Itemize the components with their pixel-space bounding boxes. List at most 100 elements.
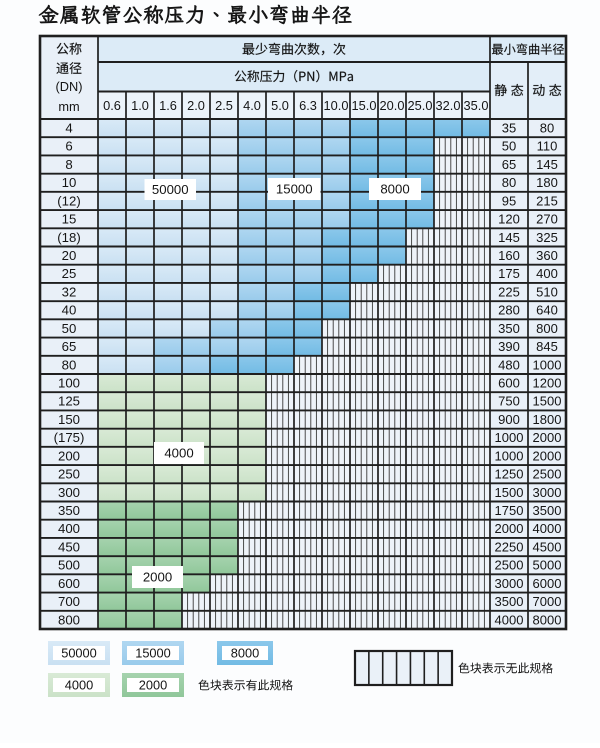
svg-text:2000: 2000	[143, 570, 172, 585]
svg-text:(DN): (DN)	[55, 79, 82, 94]
svg-text:2500: 2500	[533, 467, 562, 482]
svg-text:750: 750	[498, 394, 520, 409]
svg-text:mm: mm	[58, 99, 79, 114]
svg-text:32: 32	[62, 284, 77, 299]
svg-text:50000: 50000	[152, 182, 189, 197]
svg-text:95: 95	[502, 193, 516, 208]
svg-text:180: 180	[536, 175, 558, 190]
svg-text:2250: 2250	[495, 539, 524, 554]
svg-text:2500: 2500	[495, 558, 524, 573]
svg-text:(175): (175)	[54, 430, 85, 445]
svg-text:270: 270	[536, 212, 558, 227]
svg-text:4.0: 4.0	[243, 98, 261, 113]
svg-text:125: 125	[58, 394, 80, 409]
svg-text:2000: 2000	[533, 448, 562, 463]
svg-text:175: 175	[498, 266, 520, 281]
svg-text:325: 325	[536, 230, 558, 245]
svg-text:100: 100	[58, 376, 80, 391]
svg-text:15: 15	[62, 212, 77, 227]
svg-text:250: 250	[58, 467, 80, 482]
svg-text:50000: 50000	[61, 646, 97, 661]
svg-text:2.0: 2.0	[187, 98, 205, 113]
svg-text:510: 510	[536, 284, 558, 299]
svg-text:15000: 15000	[276, 182, 313, 197]
svg-text:145: 145	[498, 230, 520, 245]
svg-text:1750: 1750	[495, 503, 524, 518]
svg-text:845: 845	[536, 339, 558, 354]
svg-text:10: 10	[62, 175, 77, 190]
svg-text:50: 50	[62, 321, 77, 336]
svg-text:35.0: 35.0	[464, 98, 489, 113]
svg-text:215: 215	[536, 193, 558, 208]
svg-text:4000: 4000	[65, 678, 93, 693]
svg-text:400: 400	[536, 266, 558, 281]
svg-text:1500: 1500	[533, 394, 562, 409]
svg-text:300: 300	[58, 485, 80, 500]
svg-text:1200: 1200	[533, 376, 562, 391]
svg-text:600: 600	[58, 576, 80, 591]
svg-text:450: 450	[58, 539, 80, 554]
svg-text:5.0: 5.0	[271, 98, 289, 113]
svg-text:2000: 2000	[495, 521, 524, 536]
svg-text:700: 700	[58, 594, 80, 609]
svg-text:3000: 3000	[533, 485, 562, 500]
svg-text:25: 25	[62, 266, 77, 281]
svg-text:3500: 3500	[533, 503, 562, 518]
svg-text:800: 800	[536, 321, 558, 336]
svg-text:25.0: 25.0	[408, 98, 433, 113]
svg-text:1.6: 1.6	[159, 98, 177, 113]
svg-text:110: 110	[537, 139, 558, 154]
svg-text:120: 120	[498, 212, 520, 227]
svg-text:280: 280	[498, 303, 520, 318]
svg-text:80: 80	[540, 121, 554, 136]
svg-text:80: 80	[502, 175, 516, 190]
svg-text:3000: 3000	[495, 576, 524, 591]
svg-text:4000: 4000	[495, 612, 524, 627]
svg-text:50: 50	[502, 139, 516, 154]
svg-text:2.5: 2.5	[215, 98, 233, 113]
svg-text:160: 160	[498, 248, 520, 263]
svg-text:360: 360	[536, 248, 558, 263]
svg-text:640: 640	[536, 303, 558, 318]
svg-text:20: 20	[62, 248, 77, 263]
svg-text:6: 6	[65, 139, 72, 154]
svg-text:40: 40	[62, 303, 77, 318]
svg-text:1500: 1500	[495, 485, 524, 500]
svg-text:500: 500	[58, 558, 80, 573]
svg-text:8: 8	[65, 157, 72, 172]
svg-text:800: 800	[58, 612, 80, 627]
svg-text:35: 35	[502, 121, 516, 136]
svg-text:1250: 1250	[495, 467, 524, 482]
svg-text:80: 80	[62, 357, 77, 372]
svg-text:145: 145	[536, 157, 558, 172]
svg-text:350: 350	[498, 321, 520, 336]
svg-text:65: 65	[502, 157, 516, 172]
svg-text:600: 600	[498, 376, 520, 391]
svg-text:200: 200	[58, 448, 80, 463]
svg-text:0.6: 0.6	[103, 98, 121, 113]
svg-text:150: 150	[58, 412, 80, 427]
svg-text:32.0: 32.0	[436, 98, 461, 113]
svg-text:10.0: 10.0	[324, 98, 349, 113]
svg-text:4000: 4000	[533, 521, 562, 536]
svg-text:1000: 1000	[495, 430, 524, 445]
svg-text:5000: 5000	[533, 558, 562, 573]
svg-text:6000: 6000	[533, 576, 562, 591]
svg-text:8000: 8000	[231, 646, 259, 661]
svg-text:65: 65	[62, 339, 77, 354]
svg-text:2000: 2000	[533, 430, 562, 445]
svg-text:225: 225	[498, 284, 520, 299]
svg-text:4: 4	[65, 121, 72, 136]
svg-text:20.0: 20.0	[380, 98, 405, 113]
svg-text:(18): (18)	[57, 230, 80, 245]
svg-text:15.0: 15.0	[352, 98, 377, 113]
svg-text:900: 900	[498, 412, 520, 427]
svg-text:480: 480	[498, 357, 520, 372]
svg-text:3500: 3500	[495, 594, 524, 609]
svg-text:15000: 15000	[135, 646, 171, 661]
svg-text:1800: 1800	[533, 412, 562, 427]
svg-text:8000: 8000	[533, 612, 562, 627]
svg-text:400: 400	[58, 521, 80, 536]
svg-text:8000: 8000	[380, 182, 409, 197]
svg-text:2000: 2000	[139, 678, 167, 693]
